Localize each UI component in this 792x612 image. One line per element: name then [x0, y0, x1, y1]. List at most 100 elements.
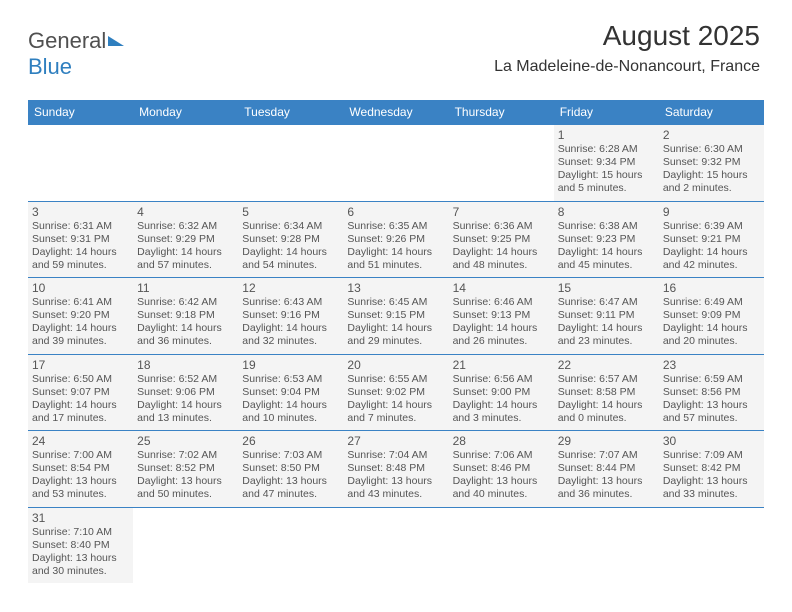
calendar-cell: 31Sunrise: 7:10 AMSunset: 8:40 PMDayligh…	[28, 507, 133, 583]
calendar-cell: 7Sunrise: 6:36 AMSunset: 9:25 PMDaylight…	[449, 201, 554, 278]
daylight-line-1: Daylight: 14 hours	[242, 399, 339, 412]
calendar-cell: 10Sunrise: 6:41 AMSunset: 9:20 PMDayligh…	[28, 278, 133, 355]
calendar-row: 31Sunrise: 7:10 AMSunset: 8:40 PMDayligh…	[28, 507, 764, 583]
sunrise-line: Sunrise: 7:09 AM	[663, 449, 760, 462]
sunrise-line: Sunrise: 6:42 AM	[137, 296, 234, 309]
dayname: Tuesday	[238, 100, 343, 125]
daylight-line-1: Daylight: 14 hours	[558, 246, 655, 259]
sunrise-line: Sunrise: 6:43 AM	[242, 296, 339, 309]
dayname: Friday	[554, 100, 659, 125]
sunrise-line: Sunrise: 6:35 AM	[347, 220, 444, 233]
sunrise-line: Sunrise: 7:10 AM	[32, 526, 129, 539]
daylight-line-2: and 54 minutes.	[242, 259, 339, 272]
day-number: 26	[242, 434, 339, 448]
daylight-line-1: Daylight: 14 hours	[347, 399, 444, 412]
daylight-line-2: and 7 minutes.	[347, 412, 444, 425]
sunset-line: Sunset: 8:44 PM	[558, 462, 655, 475]
sunrise-line: Sunrise: 6:52 AM	[137, 373, 234, 386]
dayname: Thursday	[449, 100, 554, 125]
calendar-cell: 15Sunrise: 6:47 AMSunset: 9:11 PMDayligh…	[554, 278, 659, 355]
sunset-line: Sunset: 9:13 PM	[453, 309, 550, 322]
sunset-line: Sunset: 9:26 PM	[347, 233, 444, 246]
sunset-line: Sunset: 9:21 PM	[663, 233, 760, 246]
calendar-cell: 12Sunrise: 6:43 AMSunset: 9:16 PMDayligh…	[238, 278, 343, 355]
location: La Madeleine-de-Nonancourt, France	[494, 58, 760, 76]
daylight-line-1: Daylight: 13 hours	[663, 399, 760, 412]
sunrise-line: Sunrise: 6:38 AM	[558, 220, 655, 233]
calendar-cell	[659, 507, 764, 583]
sunrise-line: Sunrise: 6:45 AM	[347, 296, 444, 309]
daylight-line-1: Daylight: 14 hours	[663, 246, 760, 259]
daylight-line-2: and 57 minutes.	[137, 259, 234, 272]
sunrise-line: Sunrise: 6:39 AM	[663, 220, 760, 233]
daylight-line-1: Daylight: 15 hours	[663, 169, 760, 182]
sunset-line: Sunset: 8:48 PM	[347, 462, 444, 475]
dayname: Sunday	[28, 100, 133, 125]
daylight-line-1: Daylight: 13 hours	[242, 475, 339, 488]
calendar-cell	[238, 125, 343, 202]
day-number: 16	[663, 281, 760, 295]
calendar-row: 3Sunrise: 6:31 AMSunset: 9:31 PMDaylight…	[28, 201, 764, 278]
calendar-row: 10Sunrise: 6:41 AMSunset: 9:20 PMDayligh…	[28, 278, 764, 355]
day-number: 29	[558, 434, 655, 448]
daylight-line-2: and 47 minutes.	[242, 488, 339, 501]
title-block: August 2025 La Madeleine-de-Nonancourt, …	[494, 20, 760, 76]
daylight-line-1: Daylight: 13 hours	[137, 475, 234, 488]
day-number: 25	[137, 434, 234, 448]
daylight-line-1: Daylight: 14 hours	[32, 399, 129, 412]
daylight-line-1: Daylight: 14 hours	[663, 322, 760, 335]
daylight-line-2: and 23 minutes.	[558, 335, 655, 348]
daylight-line-1: Daylight: 14 hours	[137, 246, 234, 259]
sunrise-line: Sunrise: 6:41 AM	[32, 296, 129, 309]
day-number: 18	[137, 358, 234, 372]
daylight-line-1: Daylight: 13 hours	[32, 475, 129, 488]
day-number: 13	[347, 281, 444, 295]
calendar-cell: 23Sunrise: 6:59 AMSunset: 8:56 PMDayligh…	[659, 354, 764, 431]
calendar-cell: 28Sunrise: 7:06 AMSunset: 8:46 PMDayligh…	[449, 431, 554, 508]
day-number: 30	[663, 434, 760, 448]
daylight-line-1: Daylight: 15 hours	[558, 169, 655, 182]
daylight-line-2: and 0 minutes.	[558, 412, 655, 425]
sunrise-line: Sunrise: 6:47 AM	[558, 296, 655, 309]
daylight-line-1: Daylight: 14 hours	[32, 246, 129, 259]
calendar-cell	[449, 125, 554, 202]
calendar-cell: 21Sunrise: 6:56 AMSunset: 9:00 PMDayligh…	[449, 354, 554, 431]
sunset-line: Sunset: 9:28 PM	[242, 233, 339, 246]
day-number: 21	[453, 358, 550, 372]
sunrise-line: Sunrise: 6:28 AM	[558, 143, 655, 156]
calendar-cell	[133, 125, 238, 202]
daylight-line-1: Daylight: 14 hours	[558, 399, 655, 412]
daylight-line-1: Daylight: 14 hours	[347, 246, 444, 259]
daylight-line-2: and 53 minutes.	[32, 488, 129, 501]
sunrise-line: Sunrise: 6:55 AM	[347, 373, 444, 386]
sunset-line: Sunset: 8:50 PM	[242, 462, 339, 475]
daylight-line-1: Daylight: 13 hours	[347, 475, 444, 488]
sunset-line: Sunset: 8:52 PM	[137, 462, 234, 475]
daylight-line-1: Daylight: 14 hours	[32, 322, 129, 335]
daylight-line-2: and 42 minutes.	[663, 259, 760, 272]
daylight-line-2: and 17 minutes.	[32, 412, 129, 425]
calendar-cell: 4Sunrise: 6:32 AMSunset: 9:29 PMDaylight…	[133, 201, 238, 278]
daylight-line-2: and 3 minutes.	[453, 412, 550, 425]
calendar-cell: 3Sunrise: 6:31 AMSunset: 9:31 PMDaylight…	[28, 201, 133, 278]
daylight-line-2: and 39 minutes.	[32, 335, 129, 348]
sunrise-line: Sunrise: 6:49 AM	[663, 296, 760, 309]
day-number: 17	[32, 358, 129, 372]
sunset-line: Sunset: 8:40 PM	[32, 539, 129, 552]
calendar-cell: 8Sunrise: 6:38 AMSunset: 9:23 PMDaylight…	[554, 201, 659, 278]
calendar-cell: 25Sunrise: 7:02 AMSunset: 8:52 PMDayligh…	[133, 431, 238, 508]
dayname: Saturday	[659, 100, 764, 125]
daylight-line-1: Daylight: 14 hours	[453, 322, 550, 335]
calendar-cell: 16Sunrise: 6:49 AMSunset: 9:09 PMDayligh…	[659, 278, 764, 355]
daylight-line-2: and 26 minutes.	[453, 335, 550, 348]
sunrise-line: Sunrise: 7:04 AM	[347, 449, 444, 462]
calendar-cell: 26Sunrise: 7:03 AMSunset: 8:50 PMDayligh…	[238, 431, 343, 508]
day-number: 27	[347, 434, 444, 448]
daylight-line-2: and 20 minutes.	[663, 335, 760, 348]
daylight-line-2: and 43 minutes.	[347, 488, 444, 501]
daylight-line-1: Daylight: 14 hours	[453, 399, 550, 412]
dayname: Wednesday	[343, 100, 448, 125]
calendar-cell: 20Sunrise: 6:55 AMSunset: 9:02 PMDayligh…	[343, 354, 448, 431]
day-number: 15	[558, 281, 655, 295]
sunset-line: Sunset: 9:09 PM	[663, 309, 760, 322]
